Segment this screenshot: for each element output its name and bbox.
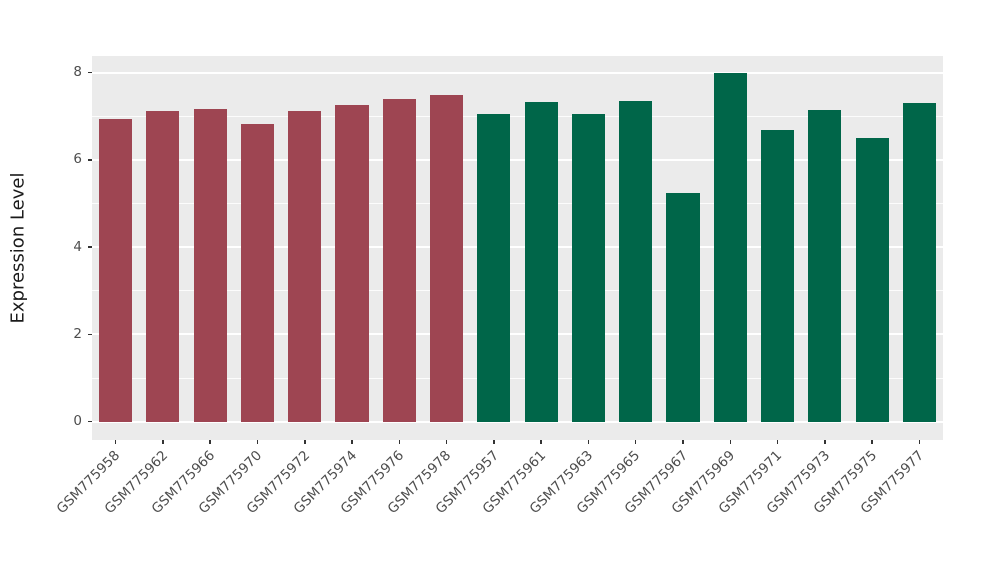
y-tick-mark xyxy=(87,333,92,336)
bar-GSM775973 xyxy=(808,109,842,422)
x-tick-mark xyxy=(540,440,542,444)
bar-GSM775962 xyxy=(146,110,180,422)
x-tick-mark xyxy=(493,440,495,444)
bar-GSM775974 xyxy=(335,105,369,422)
x-tick-mark xyxy=(114,440,117,444)
major-gridline xyxy=(92,246,943,249)
y-tick-label: 0 xyxy=(73,413,82,430)
bar-GSM775963 xyxy=(571,113,605,422)
minor-gridline xyxy=(92,202,943,204)
bar-GSM775978 xyxy=(430,95,464,422)
bar-GSM775976 xyxy=(382,98,416,422)
major-gridline xyxy=(92,158,943,161)
minor-gridline xyxy=(92,290,943,292)
y-tick-label: 2 xyxy=(73,325,82,342)
x-tick-mark xyxy=(587,440,590,444)
bar-GSM775969 xyxy=(713,73,747,422)
bar-GSM775958 xyxy=(99,119,133,422)
y-tick-label: 8 xyxy=(73,64,82,81)
x-tick-mark xyxy=(776,440,779,444)
bar-GSM775975 xyxy=(855,138,889,422)
x-tick-mark xyxy=(162,440,164,444)
bar-GSM775967 xyxy=(666,193,700,422)
major-gridline xyxy=(92,71,943,74)
bar-GSM775965 xyxy=(619,100,653,422)
x-tick-mark xyxy=(871,440,873,444)
x-tick-mark xyxy=(351,440,353,444)
y-tick-mark xyxy=(87,246,92,248)
major-gridline xyxy=(92,420,943,423)
x-tick-mark xyxy=(256,440,259,444)
x-tick-mark xyxy=(445,440,448,444)
minor-gridline xyxy=(92,377,943,379)
bar-GSM775957 xyxy=(477,114,511,422)
y-tick-mark xyxy=(87,159,92,161)
plot-panel xyxy=(92,56,943,440)
y-tick-mark xyxy=(87,420,92,423)
bar-GSM775977 xyxy=(902,103,936,422)
bar-GSM775966 xyxy=(193,109,227,422)
x-tick-mark xyxy=(398,440,401,444)
x-tick-mark xyxy=(304,440,306,444)
x-tick-mark xyxy=(918,440,921,444)
x-tick-mark xyxy=(682,440,684,444)
x-tick-mark xyxy=(824,440,826,444)
x-tick-mark xyxy=(729,440,731,444)
bar-GSM775961 xyxy=(524,101,558,422)
x-tick-mark xyxy=(209,440,211,444)
bar-GSM775972 xyxy=(288,111,322,422)
major-gridline xyxy=(92,333,943,336)
bar-GSM775970 xyxy=(240,124,275,422)
y-tick-label: 6 xyxy=(73,151,82,168)
y-tick-label: 4 xyxy=(73,238,82,255)
minor-gridline xyxy=(92,115,943,117)
x-tick-mark xyxy=(634,440,637,444)
y-tick-mark xyxy=(87,71,92,74)
bar-GSM775971 xyxy=(760,130,795,422)
